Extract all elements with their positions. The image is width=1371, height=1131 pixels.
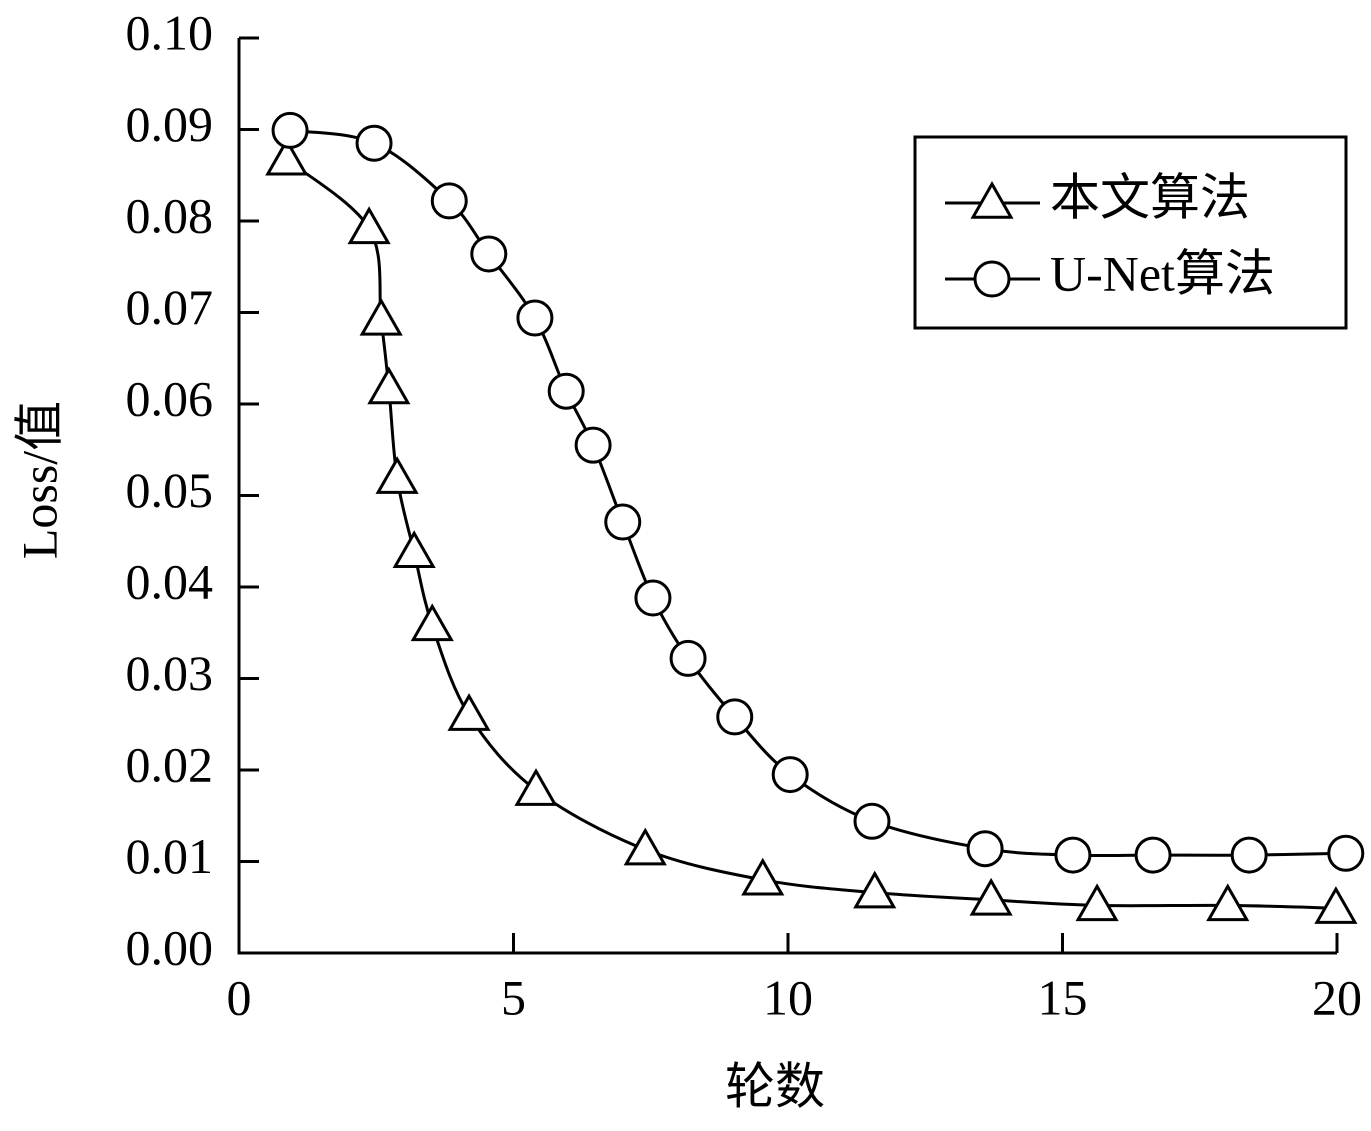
triangle-marker	[741, 857, 785, 896]
y-tick-label: 0.08	[126, 187, 214, 243]
triangle-marker	[969, 877, 1013, 916]
circle-marker	[1134, 836, 1172, 874]
circle-marker	[966, 830, 1004, 868]
y-tick-label: 0.09	[126, 96, 214, 152]
circle-marker	[430, 182, 468, 220]
legend-label: U-Net算法	[1050, 245, 1275, 301]
triangle-marker	[1314, 886, 1358, 924]
triangle-marker	[514, 768, 558, 806]
y-tick-label: 0.03	[126, 645, 214, 701]
circle-marker	[1054, 836, 1092, 874]
circle-marker	[547, 372, 585, 410]
circle-marker	[1230, 836, 1268, 874]
x-tick-label: 0	[227, 969, 252, 1025]
y-tick-label: 0.05	[126, 462, 214, 518]
circle-marker	[1327, 834, 1365, 872]
triangle-marker	[447, 693, 491, 731]
circle-marker	[355, 124, 393, 162]
circle-marker	[973, 260, 1011, 298]
circle-marker	[634, 579, 672, 617]
y-tick-label: 0.04	[126, 553, 214, 609]
circle-marker	[574, 426, 612, 464]
circle-marker	[470, 235, 508, 273]
y-tick-label: 0.10	[126, 4, 214, 60]
triangle-marker	[853, 870, 897, 909]
circle-marker	[771, 756, 809, 794]
circle-marker	[716, 698, 754, 736]
triangle-marker	[367, 366, 411, 405]
triangle-marker	[359, 297, 403, 336]
x-tick-label: 20	[1312, 969, 1362, 1025]
triangle-marker	[1206, 883, 1250, 922]
circle-marker	[853, 802, 891, 840]
triangle-marker	[265, 137, 309, 176]
y-tick-label: 0.02	[126, 736, 214, 792]
triangle-marker	[410, 603, 454, 642]
y-axis-label: Loss/值	[11, 401, 67, 559]
x-tick-label: 10	[763, 969, 813, 1025]
triangle-marker	[375, 456, 419, 494]
circle-marker	[516, 299, 554, 337]
x-tick-label: 15	[1038, 969, 1088, 1025]
legend-label: 本文算法	[1050, 169, 1250, 225]
x-axis-label: 轮数	[725, 1058, 825, 1114]
y-tick-label: 0.07	[126, 279, 214, 335]
triangle-marker	[347, 206, 391, 245]
y-tick-label: 0.01	[126, 828, 214, 884]
triangle-marker	[970, 180, 1014, 219]
circle-marker	[271, 111, 309, 149]
y-tick-label: 0.00	[126, 919, 214, 975]
triangle-marker	[1075, 883, 1119, 922]
circle-marker	[604, 503, 642, 541]
y-tick-label: 0.06	[126, 370, 214, 426]
x-tick-label: 5	[501, 969, 526, 1025]
triangle-marker	[392, 530, 436, 568]
circle-marker	[669, 639, 707, 677]
triangle-marker	[623, 827, 667, 866]
